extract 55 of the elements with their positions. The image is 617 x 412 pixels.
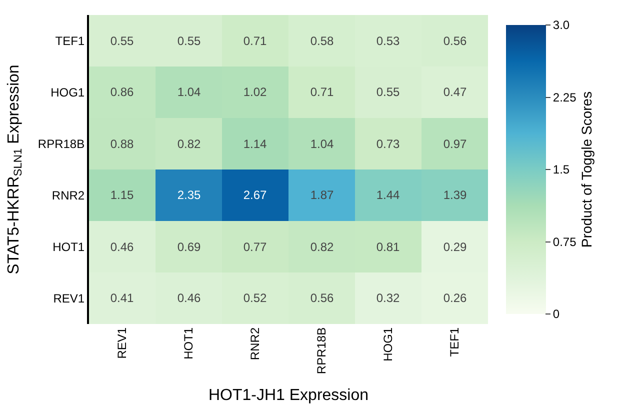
data-label: 0.58: [310, 34, 334, 48]
data-label: 0.88: [110, 137, 134, 152]
y-tick-label: RPR18B: [38, 136, 85, 151]
data-label: 0.71: [310, 85, 334, 100]
data-label: 0.69: [177, 240, 201, 254]
data-label: 1.04: [177, 85, 201, 100]
data-label: 0.52: [243, 291, 267, 306]
data-label: 0.32: [376, 291, 400, 306]
color-bar-label: 3.0: [552, 18, 570, 32]
y-tick-label: HOT1: [52, 240, 85, 254]
data-label: 0.29: [443, 240, 467, 254]
color-bar-label: 0: [552, 307, 560, 322]
data-label: 0.53: [376, 34, 400, 48]
y-tick-label: REV1: [53, 291, 85, 306]
data-label: 0.71: [243, 34, 267, 48]
y-tick-label: HOG1: [50, 85, 85, 100]
color-bar-label: 0.75: [552, 234, 577, 249]
data-label: 1.02: [243, 85, 267, 100]
x-axis-title: HOT1-JH1 Expression: [208, 386, 369, 404]
data-label: 0.77: [243, 240, 267, 254]
x-tick-label: TEF1: [448, 327, 462, 357]
data-label: 0.47: [443, 85, 467, 100]
data-label: 0.55: [177, 34, 201, 48]
data-label: 0.56: [443, 34, 467, 48]
x-tick-label: RPR18B: [314, 327, 329, 374]
color-bar-label: 1.5: [552, 162, 570, 177]
x-tick-label: HOG1: [381, 327, 396, 362]
color-bar-title: Product of Toggle Scores: [578, 91, 595, 248]
x-tick-label: REV1: [115, 327, 130, 359]
color-bar-label: 2.25: [552, 90, 577, 104]
data-label: 0.41: [110, 291, 134, 306]
data-label: 0.82: [177, 137, 201, 152]
data-label: 1.04: [310, 137, 334, 152]
data-label: 0.46: [110, 240, 134, 254]
data-label: 0.86: [110, 85, 134, 100]
data-label: 2.35: [177, 188, 201, 202]
data-label: 0.26: [443, 291, 467, 306]
data-label: 0.82: [310, 240, 334, 254]
data-label: 0.55: [376, 85, 400, 100]
data-label: 1.87: [310, 188, 334, 202]
data-label: 0.56: [310, 291, 334, 306]
y-tick-label: RNR2: [52, 188, 85, 202]
data-label: 1.44: [376, 188, 400, 202]
data-label: 0.73: [376, 137, 400, 152]
x-tick-label: HOT1: [182, 327, 196, 360]
data-label: 1.39: [443, 188, 467, 202]
data-label: 1.14: [243, 137, 267, 152]
data-label: 0.81: [376, 240, 400, 254]
data-label: 2.67: [243, 188, 267, 202]
x-tick-label: RNR2: [248, 327, 262, 360]
y-tick-label: TEF1: [55, 34, 85, 48]
data-label: 1.15: [110, 188, 134, 202]
data-label: 0.46: [177, 291, 201, 306]
data-label: 0.55: [110, 34, 134, 48]
data-label: 0.97: [443, 137, 467, 152]
